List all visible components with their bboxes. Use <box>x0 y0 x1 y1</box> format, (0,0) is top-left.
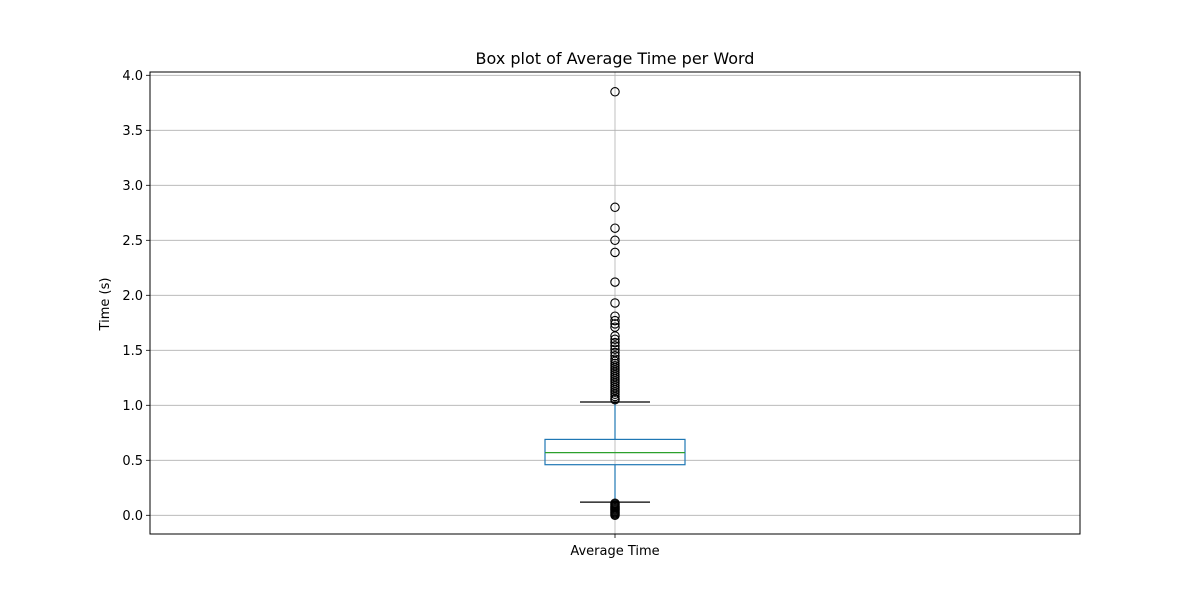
grid-lines <box>150 72 1080 534</box>
outlier-point <box>610 395 620 405</box>
outlier-point <box>610 87 620 97</box>
outlier-point <box>610 331 620 341</box>
outlier-point <box>610 351 620 361</box>
outlier-point <box>610 298 620 308</box>
plot-frame <box>149 71 1081 535</box>
y-tick-label: 0.0 <box>122 509 143 524</box>
outlier-point <box>610 202 620 213</box>
y-tick-label: 4.0 <box>122 69 143 84</box>
box-plot <box>544 87 686 521</box>
outlier-point <box>610 344 620 354</box>
chart-title: Box plot of Average Time per Word <box>476 49 755 68</box>
y-axis-label: Time (s) <box>98 278 113 332</box>
outlier-point <box>610 337 620 348</box>
y-tick-label: 0.5 <box>122 454 143 469</box>
y-tick-label: 3.0 <box>122 179 143 194</box>
outlier-point <box>610 247 620 258</box>
outlier-point <box>610 341 620 351</box>
outlier-point <box>610 223 620 233</box>
outlier-point <box>610 235 620 246</box>
y-tick-label: 2.0 <box>122 289 143 304</box>
y-tick-label: 2.5 <box>122 234 143 249</box>
outlier-point <box>610 319 620 329</box>
y-axis-ticks: 0.0 0.5 1.0 1.5 2.0 2.5 3.0 3.5 4.0 <box>122 69 150 524</box>
outlier-point <box>610 277 620 287</box>
x-tick-label: Average Time <box>570 544 659 559</box>
outlier-point <box>610 311 620 321</box>
y-tick-label: 3.5 <box>122 124 143 139</box>
outlier-point <box>610 510 620 521</box>
outlier-point <box>610 334 620 345</box>
y-tick-label: 1.5 <box>122 344 143 359</box>
outlier-point <box>610 315 620 326</box>
x-axis-ticks: Average Time <box>570 534 660 559</box>
y-tick-label: 1.0 <box>122 399 143 414</box>
